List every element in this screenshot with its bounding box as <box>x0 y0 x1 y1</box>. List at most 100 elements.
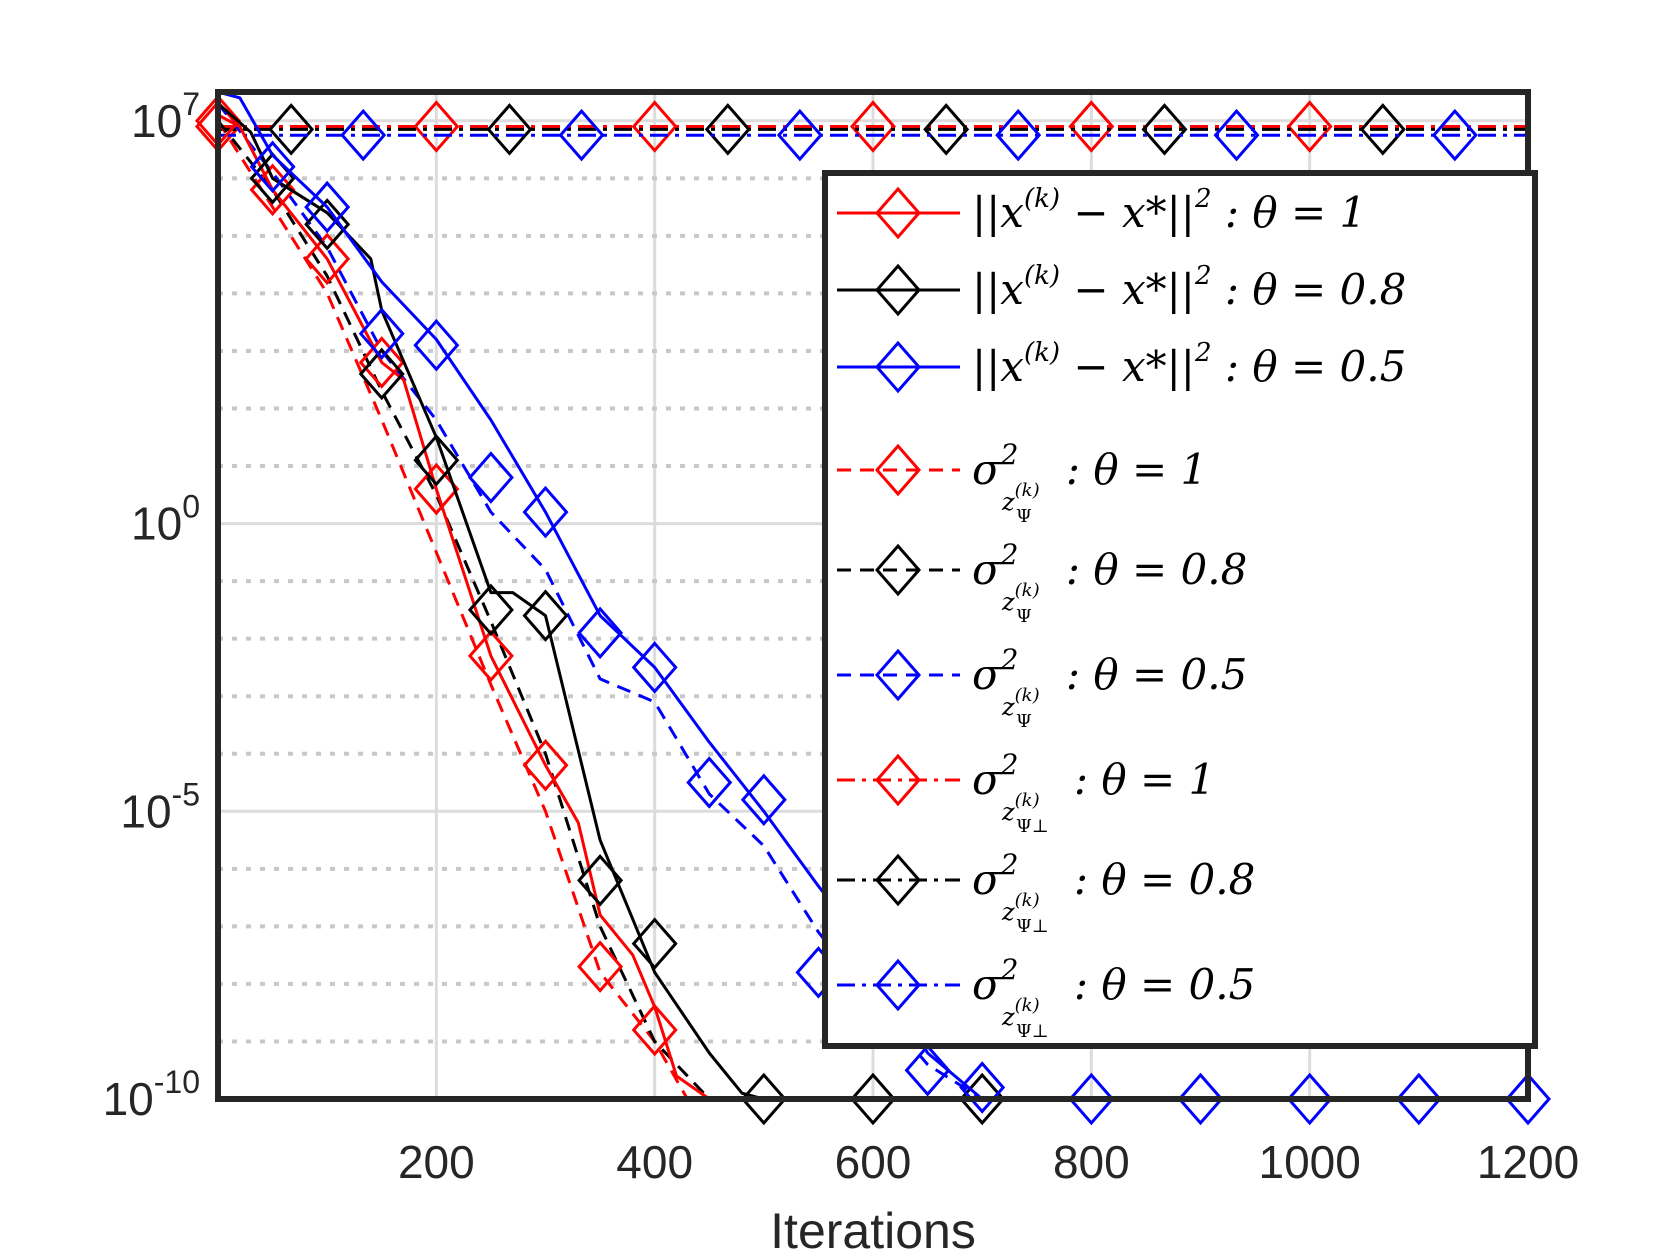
series-marker <box>413 100 460 153</box>
legend-marker <box>875 853 921 907</box>
legend-entry: ||x(k) − x*||2 : θ = 1 <box>837 184 1366 240</box>
series-marker <box>522 485 569 539</box>
series-line <box>217 102 1528 1101</box>
y-tick-label: 10-10 <box>103 1064 200 1125</box>
legend-marker <box>875 958 921 1012</box>
legend-entry: σ2 : θ = 0.5z(k)Ψ <box>837 643 1247 732</box>
series-marker <box>577 940 624 993</box>
legend-subscript: z(k) <box>1001 685 1040 721</box>
legend-entry: ||x(k) − x*||2 : θ = 0.5 <box>837 338 1406 394</box>
series-marker <box>995 108 1042 162</box>
series-marker <box>486 103 533 156</box>
series-marker <box>358 307 405 360</box>
series-marker <box>740 1072 787 1126</box>
series-3 <box>216 119 1528 1101</box>
legend-entry: σ2 : θ = 0.8z(k)Ψ <box>837 538 1247 627</box>
x-tick-label: 1000 <box>1258 1136 1360 1188</box>
series-line <box>216 119 1528 1101</box>
series-marker <box>631 917 678 970</box>
legend-marker <box>875 186 921 240</box>
series-marker <box>1286 100 1333 153</box>
legend-subscript-psi: Ψ⊥ <box>1016 916 1049 937</box>
legend-subscript-psi: Ψ <box>1016 506 1032 527</box>
legend-marker <box>875 443 921 497</box>
series-marker <box>923 103 970 156</box>
x-tick-labels: 200 400 600 800 1000 1200 <box>398 1136 1579 1188</box>
series-line <box>216 102 1528 1101</box>
legend-subscript: z(k) <box>1001 480 1040 516</box>
legend-label: σ2 : θ = 0.5 <box>972 953 1255 1009</box>
legend-label: ||x(k) − x*||2 : θ = 0.5 <box>972 338 1406 391</box>
series-marker <box>1141 103 1188 156</box>
x-tick-label: 1200 <box>1477 1136 1579 1188</box>
legend-subscript-psi: Ψ <box>1016 606 1032 627</box>
series-marker <box>850 100 896 153</box>
y-tick-label: 100 <box>131 489 200 550</box>
series-marker <box>304 232 351 286</box>
series-group <box>195 90 1551 1126</box>
series-marker <box>1177 1072 1224 1126</box>
legend-subscript-psi: Ψ <box>1016 711 1032 732</box>
x-tick-label: 600 <box>835 1136 912 1188</box>
series-marker <box>268 103 315 156</box>
series-marker <box>467 451 514 504</box>
series-marker <box>1431 108 1478 162</box>
series-marker <box>904 1043 951 1097</box>
series-marker <box>740 773 787 827</box>
series-marker <box>358 347 405 401</box>
series-marker <box>358 336 405 389</box>
series-marker <box>1213 108 1260 162</box>
legend-subscript: z(k) <box>1001 580 1040 616</box>
legend-subscript: z(k) <box>1001 890 1040 926</box>
legend-entry: σ2 : θ = 0.8z(k)Ψ⊥ <box>837 848 1255 937</box>
legend-marker <box>875 648 921 702</box>
x-tick-label: 400 <box>616 1136 693 1188</box>
series-marker <box>577 606 624 660</box>
series-marker <box>249 140 296 194</box>
series-marker <box>959 1061 1006 1114</box>
legend-subscript: z(k) <box>1001 790 1040 826</box>
legend-entry: σ2 : θ = 1z(k)Ψ <box>837 438 1207 527</box>
series-marker <box>522 738 569 792</box>
series-marker <box>558 108 605 162</box>
series-marker <box>704 103 751 156</box>
legend-label: ||x(k) − x*||2 : θ = 0.8 <box>972 261 1406 314</box>
y-tick-labels: 107 100 10-5 10-10 <box>103 86 200 1125</box>
legend-entry: σ2 : θ = 1z(k)Ψ⊥ <box>837 748 1215 837</box>
x-axis-label: Iterations <box>770 1203 976 1259</box>
series-7 <box>218 103 1528 156</box>
series-marker <box>413 433 460 487</box>
series-marker <box>340 108 387 162</box>
series-marker <box>1286 1072 1333 1126</box>
legend-label: σ2 : θ = 0.8 <box>972 538 1247 594</box>
legend-marker <box>875 340 921 394</box>
legend-subscript-psi: Ψ⊥ <box>1016 1021 1049 1042</box>
legend-entry: ||x(k) − x*||2 : θ = 0.8 <box>837 261 1406 317</box>
series-marker <box>631 641 678 694</box>
x-tick-label: 200 <box>398 1136 475 1188</box>
series-8 <box>218 108 1528 162</box>
series-marker <box>522 589 569 642</box>
series-5 <box>216 102 1528 1101</box>
legend-label: σ2 : θ = 0.5 <box>972 643 1247 699</box>
legend-label: ||x(k) − x*||2 : θ = 1 <box>972 184 1366 237</box>
y-tick-label: 10-5 <box>120 776 200 837</box>
legend-marker <box>875 263 921 317</box>
series-marker <box>413 318 460 372</box>
series-marker <box>1359 103 1406 156</box>
x-tick-label: 800 <box>1053 1136 1130 1188</box>
series-marker <box>467 629 514 683</box>
y-tick-label: 107 <box>131 86 200 147</box>
legend-box <box>822 170 1538 1049</box>
legend-label: σ2 : θ = 1 <box>972 748 1215 804</box>
legend-marker <box>875 543 921 597</box>
series-marker <box>686 756 733 809</box>
legend-label: σ2 : θ = 0.8 <box>972 848 1255 904</box>
series-marker <box>631 1003 678 1057</box>
series-marker <box>1068 100 1115 153</box>
series-marker <box>959 1072 1006 1126</box>
legend: ||x(k) − x*||2 : θ = 1 ||x(k) − x*||2 : θ… <box>822 170 1538 1049</box>
legend-subscript: z(k) <box>1001 995 1040 1031</box>
series-6 <box>195 100 1528 153</box>
